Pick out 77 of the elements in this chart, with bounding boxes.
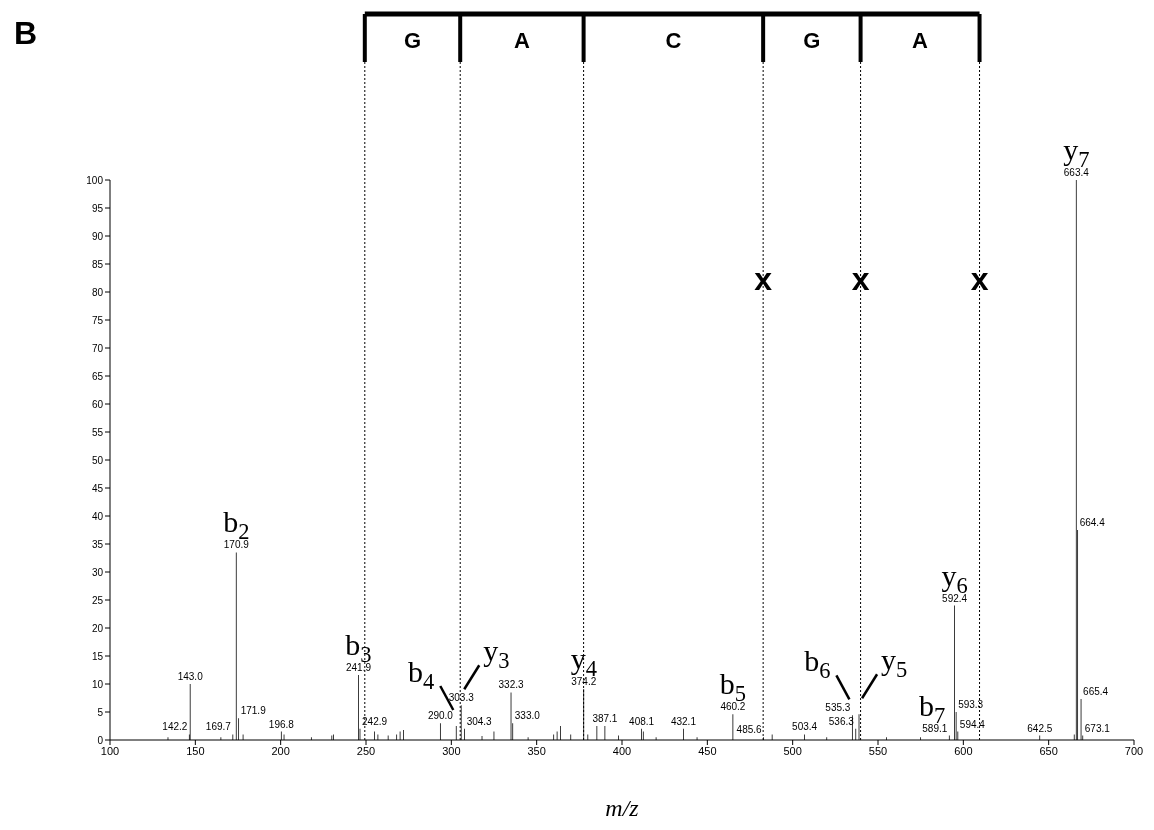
y-tick-label: 20 xyxy=(91,622,104,634)
annotation: 170.9 xyxy=(223,539,250,551)
annotation: 304.3 xyxy=(466,715,493,727)
annotation: 242.9 xyxy=(362,715,388,727)
text: C xyxy=(665,28,682,53)
y-tick-label: 35 xyxy=(91,538,104,550)
annotation: 592.4 xyxy=(942,592,968,604)
annotation: y$_{3}$ xyxy=(483,634,510,674)
text: A xyxy=(513,28,530,53)
y-tick-label: 80 xyxy=(91,286,104,298)
annotation: 196.8 xyxy=(268,718,295,730)
annotation: 290.0 xyxy=(427,710,454,722)
annotation: 485.6 xyxy=(736,724,763,736)
y-tick-label: 90 xyxy=(91,230,104,242)
annotation: 333.0 xyxy=(514,710,541,722)
annotation: 374.2 xyxy=(571,676,597,688)
y-tick-label: 25 xyxy=(91,594,104,606)
y-tick-label: 60 xyxy=(91,398,104,410)
annotation: 593.3 xyxy=(958,699,984,710)
y-tick-label: 40 xyxy=(91,510,104,522)
annotation: 663.4 xyxy=(1063,167,1090,178)
annotation: 673.1 xyxy=(1084,722,1111,734)
x-tick-label: 700 xyxy=(1124,744,1144,757)
annotation: 169.7 xyxy=(205,721,232,733)
x-tick-label: 500 xyxy=(783,744,802,757)
y-tick-label: 100 xyxy=(86,174,104,186)
x-tick-label: 650 xyxy=(1039,744,1058,757)
annotation: b$_{6}$ xyxy=(804,644,831,684)
y-tick-label: 70 xyxy=(91,342,104,354)
annotation: 460.2 xyxy=(720,701,746,713)
annotation: 589.1 xyxy=(922,722,948,734)
y-tick-label: 0 xyxy=(97,734,104,746)
chart-title: B xyxy=(14,15,38,51)
annotation: 594.4 xyxy=(959,718,986,730)
x-tick-label: 200 xyxy=(271,744,290,757)
annotation: 432.1 xyxy=(670,715,697,727)
annotation: 535.3 xyxy=(825,702,851,714)
x-tick-label: 300 xyxy=(442,744,461,757)
annotation: 142.2 xyxy=(162,721,188,733)
x-tick-label: 150 xyxy=(186,744,205,757)
annotation: y$_{5}$ xyxy=(881,643,908,683)
annotation: 332.3 xyxy=(498,679,525,691)
y-tick-label: 50 xyxy=(91,454,104,466)
annotation: x xyxy=(970,260,989,297)
annotation: 408.1 xyxy=(629,715,655,727)
text: A xyxy=(912,28,929,53)
y-tick-label: 10 xyxy=(91,678,104,690)
y-tick-label: 85 xyxy=(91,258,104,270)
text: G xyxy=(803,28,821,53)
annotation: b$_{4}$ xyxy=(408,655,435,694)
annotation: 143.0 xyxy=(177,671,204,682)
x-tick-label: 450 xyxy=(698,744,717,757)
annotation: 387.1 xyxy=(592,713,618,724)
y-tick-label: 95 xyxy=(91,202,104,214)
y-tick-label: 75 xyxy=(91,314,104,326)
x-tick-label: 250 xyxy=(356,744,376,757)
y-tick-label: 15 xyxy=(91,650,104,662)
x-tick-label: 550 xyxy=(868,744,888,757)
annotation: 171.9 xyxy=(240,705,267,717)
y-tick-label: 45 xyxy=(91,482,104,494)
y-tick-label: 55 xyxy=(91,426,104,438)
annotation: 664.4 xyxy=(1079,517,1106,528)
x-tick-label: 350 xyxy=(527,744,546,757)
y-tick-label: 5 xyxy=(97,706,104,718)
annotation: x xyxy=(851,260,870,297)
annotation: 503.4 xyxy=(792,721,818,733)
x-tick-label: 400 xyxy=(612,744,632,757)
annotation: 241.9 xyxy=(345,662,372,674)
y-tick-label: 30 xyxy=(91,566,104,578)
x-axis-title: m/z xyxy=(605,795,640,821)
y-tick-label: 65 xyxy=(91,370,104,382)
annotation: 642.5 xyxy=(1027,722,1053,734)
annotation: x xyxy=(754,260,773,297)
annotation: 303.3 xyxy=(448,692,475,704)
annotation: 665.4 xyxy=(1083,686,1109,698)
text: G xyxy=(403,28,422,53)
x-tick-label: 600 xyxy=(954,744,973,757)
